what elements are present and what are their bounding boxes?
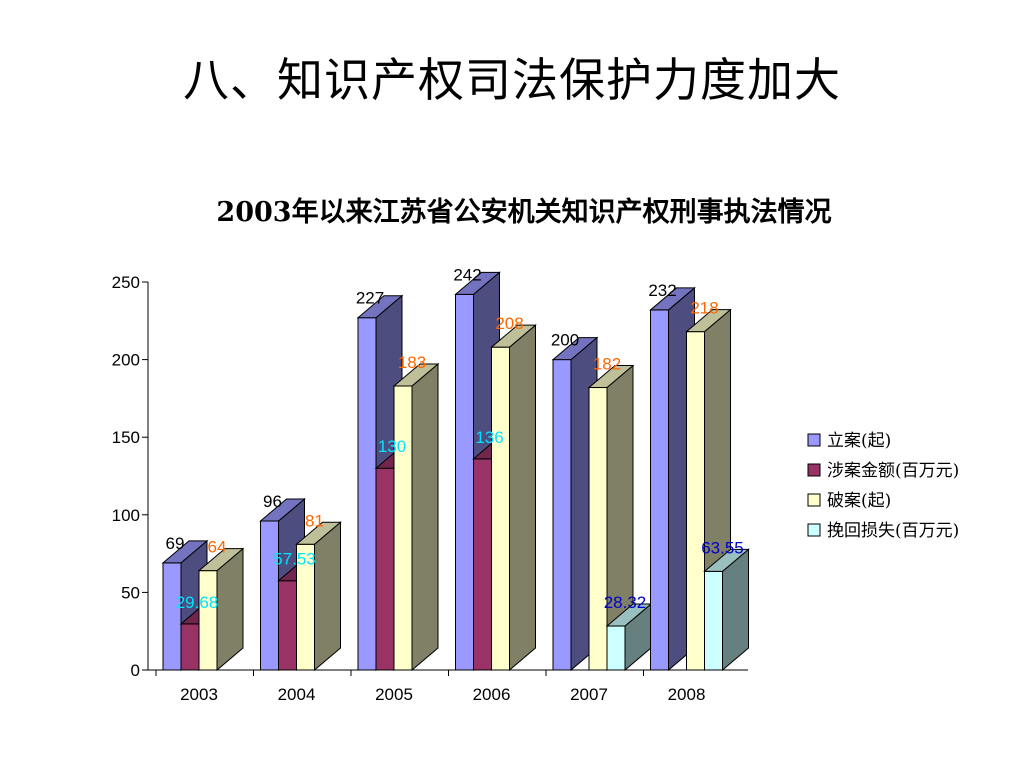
legend-swatch <box>807 433 821 447</box>
data-label: 136 <box>475 428 503 447</box>
x-tick-label: 2003 <box>180 685 218 704</box>
bar-front <box>686 331 705 671</box>
data-label: 64 <box>208 538 227 557</box>
bar-front <box>491 346 510 671</box>
bar-3-2005 <box>392 362 440 672</box>
bar-top <box>587 365 635 389</box>
bar-front <box>357 317 377 671</box>
bar-3-2003 <box>197 547 245 672</box>
y-tick-label: 0 <box>131 661 140 680</box>
bar-front <box>650 309 669 671</box>
bar-top <box>295 521 342 545</box>
data-label: 81 <box>305 511 324 530</box>
bar-front <box>278 580 297 671</box>
bar-top <box>490 324 537 348</box>
bar-side <box>509 324 536 672</box>
bar-front <box>375 467 395 671</box>
data-label: 183 <box>398 353 426 372</box>
x-tick-label: 2004 <box>278 685 316 704</box>
bar-3-2006 <box>490 324 537 672</box>
bar-side <box>314 521 341 672</box>
bar-3-2004 <box>295 521 342 672</box>
legend-entry: 涉案金额(百万元) <box>807 461 959 481</box>
bar-top <box>356 295 404 319</box>
bar-front <box>704 570 723 671</box>
bars <box>161 271 750 672</box>
bar-top <box>551 337 599 361</box>
data-label: 232 <box>648 281 676 300</box>
data-label: 218 <box>690 299 718 318</box>
y-tick-label: 100 <box>112 506 140 525</box>
bar-top <box>259 498 306 522</box>
data-label: 63.55 <box>701 538 744 557</box>
bar-3-2007 <box>587 364 635 672</box>
chart-title: 2003年以来江苏省公安机关知识产权刑事执法情况 <box>216 197 832 228</box>
x-tick-label: 2008 <box>668 685 706 704</box>
legend-swatch <box>807 523 821 537</box>
x-tick-label: 2005 <box>375 685 413 704</box>
legend-swatch <box>807 493 821 507</box>
data-label: 200 <box>551 331 579 350</box>
data-label: 208 <box>495 314 523 333</box>
legend-label: 立案(起) <box>827 431 891 451</box>
bar-front <box>260 520 279 671</box>
data-label: 69 <box>166 534 185 553</box>
legend-swatch <box>807 463 821 477</box>
bar-top <box>703 548 750 572</box>
data-label: 242 <box>453 265 481 284</box>
bar-side <box>411 362 439 672</box>
data-label: 182 <box>593 355 621 374</box>
bar-top <box>197 548 245 572</box>
bar-front <box>162 562 182 671</box>
bar-front <box>198 570 218 671</box>
legend: 立案(起) 涉案金额(百万元) 破案(起) 挽回损失(百万元) <box>807 431 959 541</box>
bar-top <box>454 271 501 295</box>
bar-top <box>685 309 732 333</box>
x-tick-label: 2007 <box>570 685 608 704</box>
data-labels: 69 29.68 64 96 57.53 81 227 130 183 242 136 208 200 1… <box>166 265 744 612</box>
bar-4-2008 <box>703 548 750 672</box>
bar-front <box>393 385 413 671</box>
y-tick-label: 50 <box>121 583 140 602</box>
bar-front <box>180 623 200 671</box>
bar-front <box>606 625 626 671</box>
y-tick-label: 150 <box>112 428 140 447</box>
data-label: 57.53 <box>273 550 316 569</box>
legend-label: 涉案金额(百万元) <box>827 461 959 481</box>
data-label: 130 <box>378 437 406 456</box>
bar-top <box>392 363 440 387</box>
bar-front <box>455 293 474 671</box>
legend-entry: 立案(起) <box>807 431 891 451</box>
legend-entry: 挽回损失(百万元) <box>807 521 959 541</box>
bar-top <box>649 287 696 311</box>
x-tick-label: 2006 <box>473 685 511 704</box>
bar-top <box>161 540 209 564</box>
data-label: 28.32 <box>604 593 647 612</box>
data-label: 96 <box>263 492 282 511</box>
bar-front <box>588 387 608 671</box>
bar-front <box>473 458 492 671</box>
data-label: 227 <box>356 289 384 308</box>
slide-title: 八、知识产权司法保护力度加大 <box>183 53 841 107</box>
axes: 0 50 100 150 200 250 2003 2004 2005 2006 2007 2008 <box>112 273 748 704</box>
legend-label: 挽回损失(百万元) <box>827 521 959 541</box>
y-tick-label: 250 <box>112 273 140 292</box>
y-tick-label: 200 <box>112 351 140 370</box>
bar-front <box>552 359 572 671</box>
data-label: 29.68 <box>176 593 219 612</box>
legend-label: 破案(起) <box>827 491 891 511</box>
legend-entry: 破案(起) <box>807 491 891 511</box>
